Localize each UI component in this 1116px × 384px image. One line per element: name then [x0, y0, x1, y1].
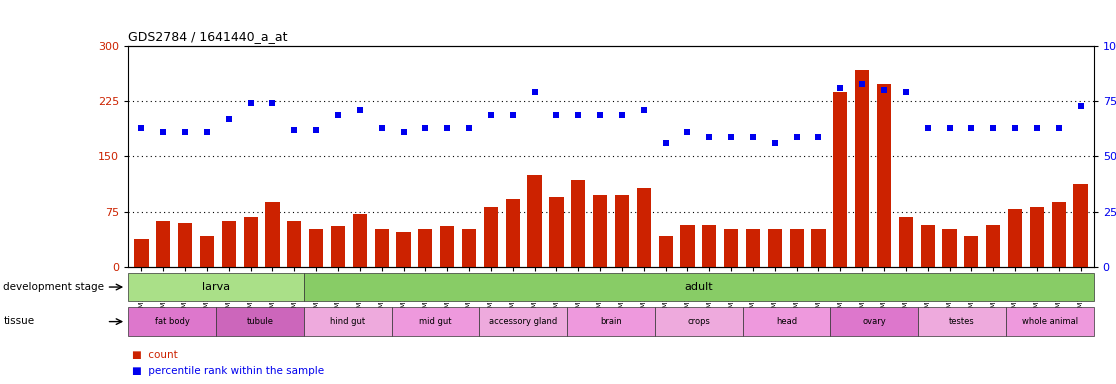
Bar — [309, 228, 324, 267]
Bar — [1074, 184, 1088, 267]
Bar — [480, 307, 567, 336]
Text: fat body: fat body — [155, 317, 190, 326]
Text: ovary: ovary — [863, 317, 886, 326]
Text: development stage: development stage — [3, 282, 105, 292]
Text: tissue: tissue — [3, 316, 35, 326]
Bar — [898, 217, 913, 267]
Text: GDS2784 / 1641440_a_at: GDS2784 / 1641440_a_at — [128, 30, 288, 43]
Bar — [724, 228, 738, 267]
Bar — [1006, 307, 1094, 336]
Bar — [1008, 210, 1022, 267]
Bar — [528, 175, 541, 267]
Bar — [571, 180, 586, 267]
Bar — [681, 225, 694, 267]
Bar — [396, 232, 411, 267]
Text: ■  percentile rank within the sample: ■ percentile rank within the sample — [132, 366, 324, 376]
Bar — [156, 221, 171, 267]
Bar — [834, 92, 847, 267]
Text: whole animal: whole animal — [1022, 317, 1078, 326]
Bar — [964, 236, 979, 267]
Bar — [789, 228, 804, 267]
Text: ■  count: ■ count — [132, 350, 177, 360]
Bar — [918, 307, 1006, 336]
Bar — [593, 195, 607, 267]
Bar — [128, 273, 304, 301]
Bar — [179, 223, 192, 267]
Bar — [440, 227, 454, 267]
Bar — [1030, 207, 1043, 267]
Bar — [353, 214, 367, 267]
Bar — [304, 307, 392, 336]
Text: tubule: tubule — [247, 317, 273, 326]
Bar — [128, 307, 217, 336]
Text: mid gut: mid gut — [420, 317, 452, 326]
Bar — [567, 307, 655, 336]
Bar — [200, 236, 214, 267]
Bar — [855, 70, 869, 267]
Text: head: head — [776, 317, 797, 326]
Bar — [418, 228, 433, 267]
Bar — [266, 202, 280, 267]
Text: adult: adult — [684, 282, 713, 292]
Bar — [462, 228, 477, 267]
Bar — [304, 273, 1094, 301]
Text: testes: testes — [950, 317, 975, 326]
Bar — [484, 207, 498, 267]
Bar — [287, 220, 301, 267]
Bar — [375, 228, 388, 267]
Bar — [942, 228, 956, 267]
Bar — [655, 307, 742, 336]
Bar — [702, 225, 716, 267]
Bar — [506, 199, 520, 267]
Bar — [658, 236, 673, 267]
Bar — [742, 307, 830, 336]
Bar — [1051, 202, 1066, 267]
Text: crops: crops — [687, 317, 710, 326]
Bar — [745, 228, 760, 267]
Bar — [331, 227, 345, 267]
Bar — [392, 307, 480, 336]
Bar — [877, 84, 891, 267]
Bar — [987, 225, 1000, 267]
Bar — [830, 307, 918, 336]
Bar — [222, 220, 235, 267]
Bar — [615, 195, 629, 267]
Text: hind gut: hind gut — [330, 317, 365, 326]
Bar — [921, 225, 935, 267]
Text: larva: larva — [202, 282, 230, 292]
Bar — [549, 197, 564, 267]
Bar — [636, 188, 651, 267]
Bar — [768, 228, 782, 267]
Bar — [811, 228, 826, 267]
Text: accessory gland: accessory gland — [489, 317, 557, 326]
Text: brain: brain — [600, 317, 622, 326]
Bar — [217, 307, 304, 336]
Bar — [243, 217, 258, 267]
Bar — [134, 239, 148, 267]
